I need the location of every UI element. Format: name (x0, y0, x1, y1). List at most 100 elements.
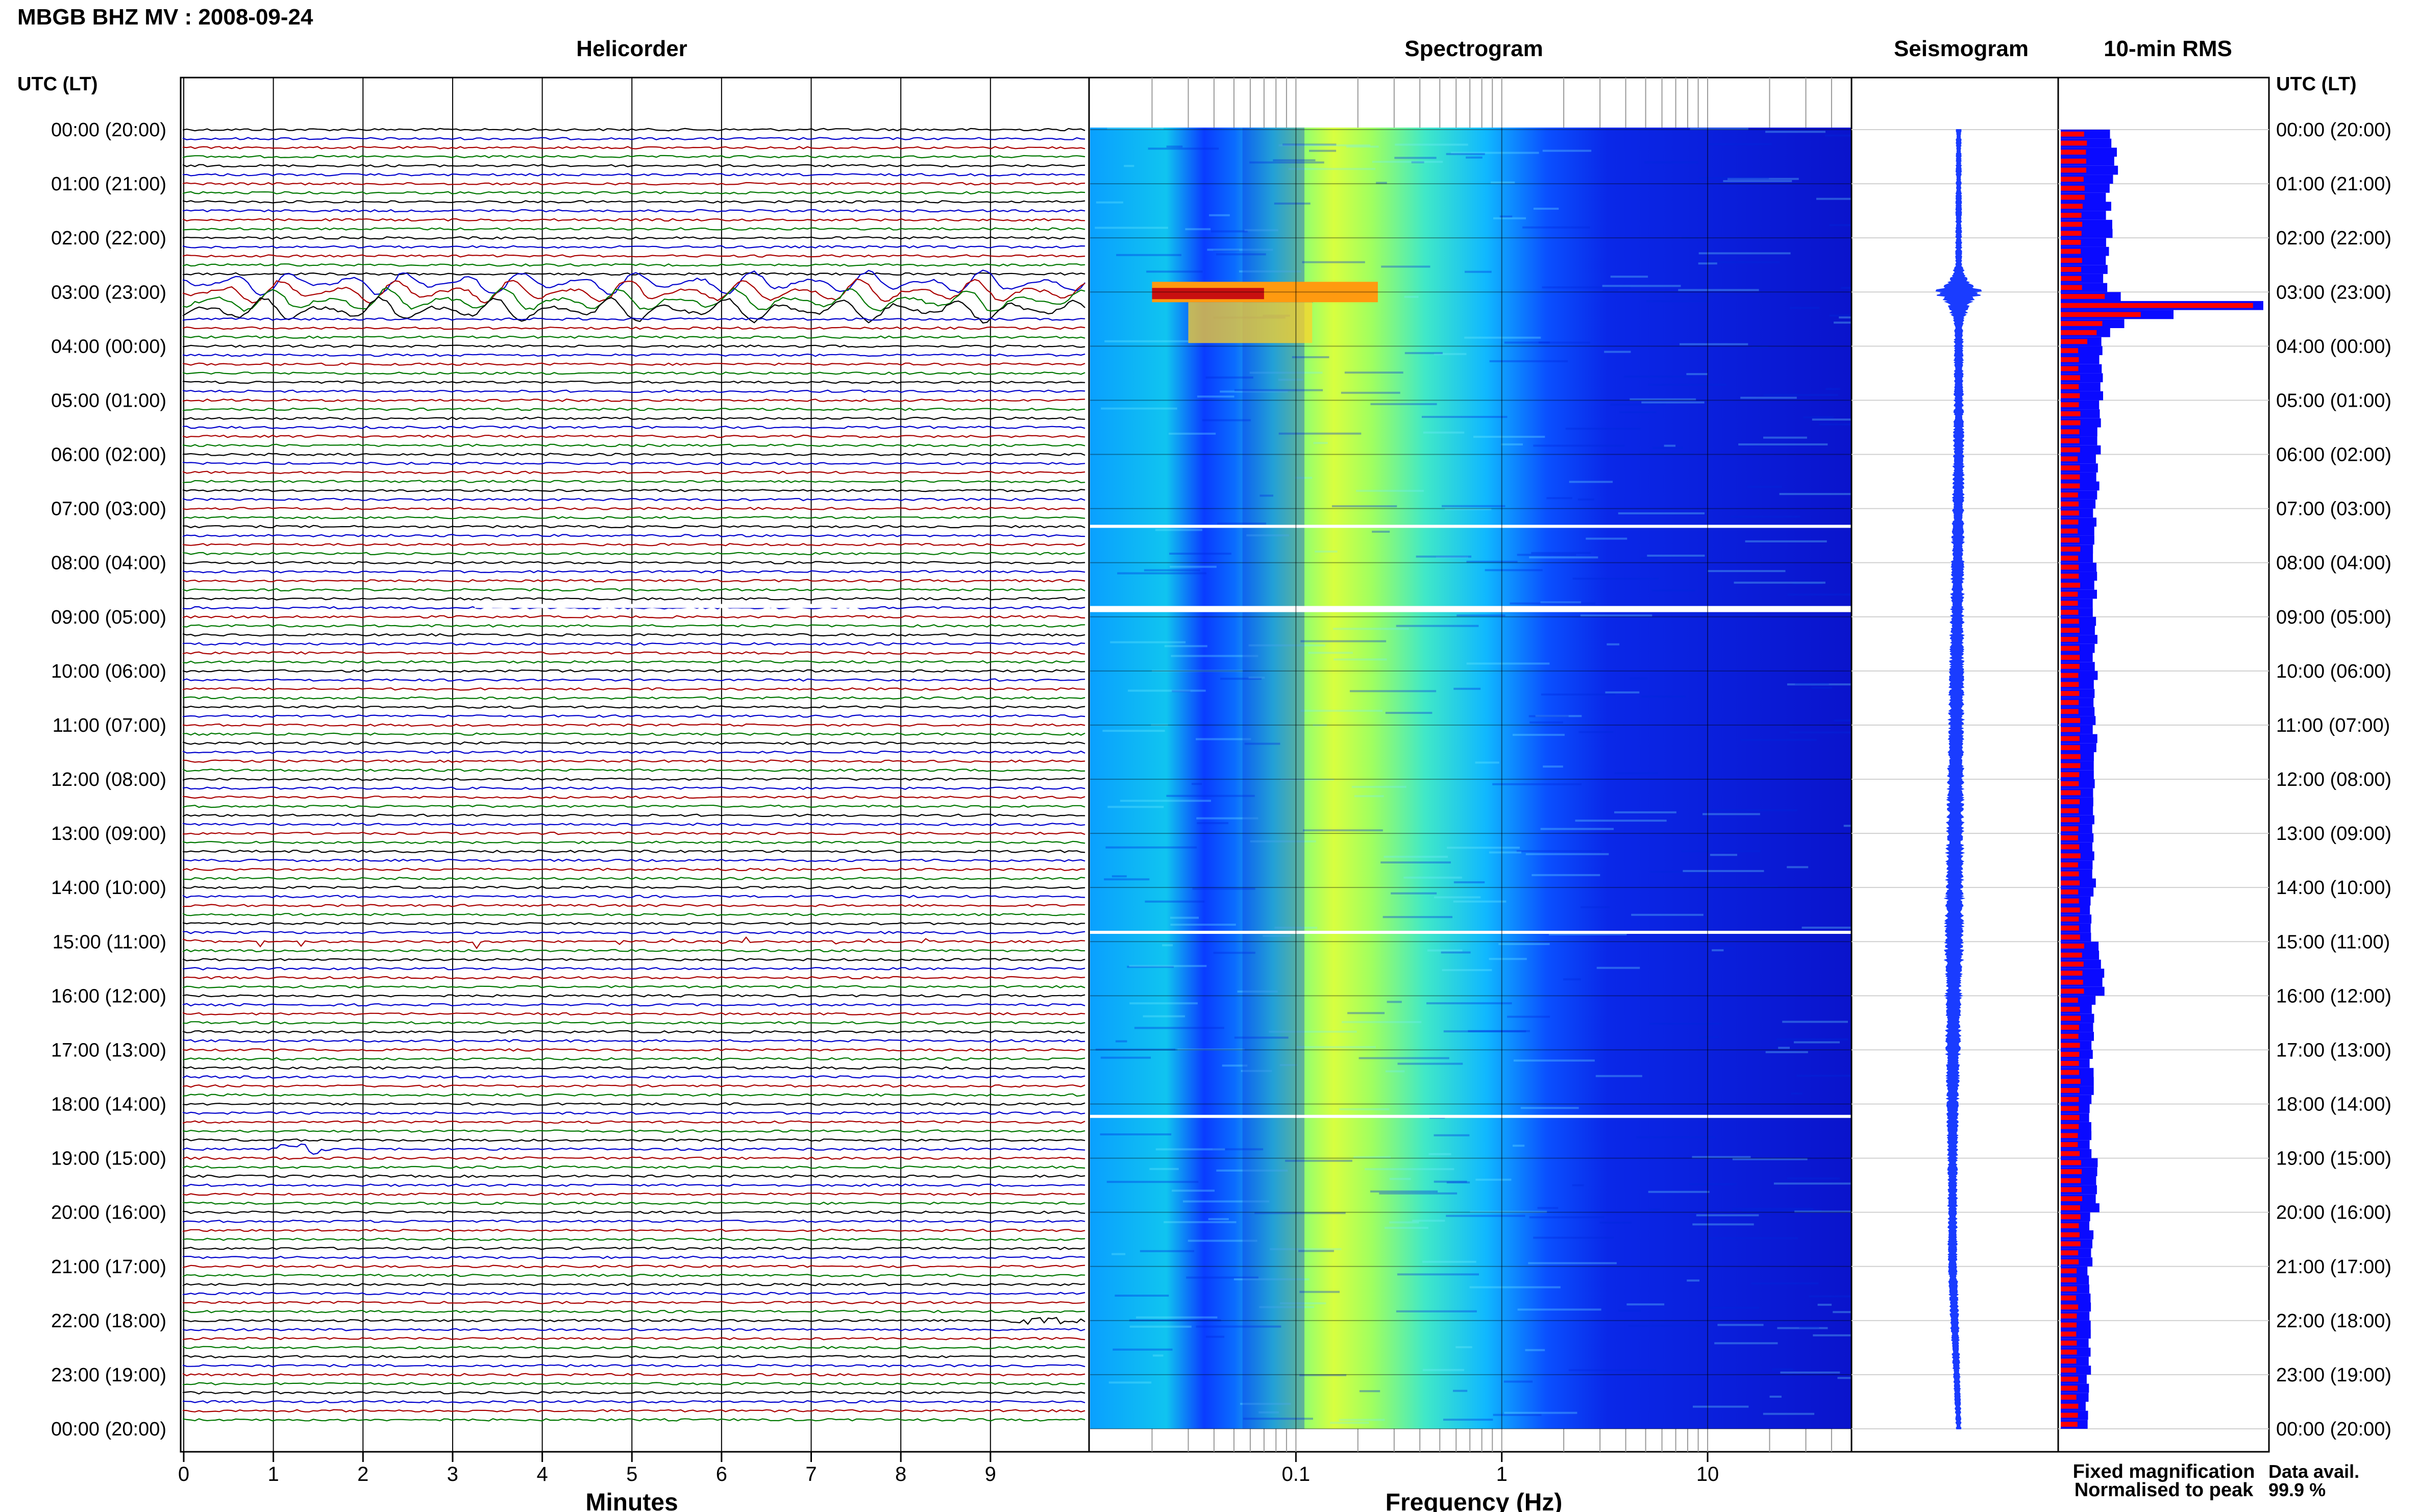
spectrogram-streak (1292, 356, 1329, 358)
helicorder-trace (182, 1030, 1085, 1034)
helicorder-trace (182, 931, 1085, 934)
spectrogram-streak (1104, 340, 1189, 342)
rms-bar (2061, 186, 2085, 191)
rms-bar (2061, 1341, 2077, 1346)
rms-bar (2061, 682, 2079, 687)
rms-bar (2061, 429, 2080, 434)
spectrogram-streak (1652, 447, 1683, 449)
rms-bar (2061, 1385, 2078, 1391)
time-tick-right: 07:00 (03:00) (2276, 499, 2391, 520)
spectrogram-streak (1721, 947, 1735, 950)
helicorder-trace (182, 236, 1085, 240)
time-tick-left: 08:00 (04:00) (51, 553, 166, 574)
data-avail-label: Data avail. (2268, 1461, 2359, 1482)
spectrogram-streak (1115, 1295, 1169, 1297)
spectrogram-streak (1578, 731, 1614, 733)
rms-bar (2061, 1241, 2081, 1247)
spectrogram-streak (1630, 398, 1696, 401)
helicorder-trace (182, 850, 1085, 853)
spectrogram-streak (1646, 300, 1708, 303)
helicorder-gap (475, 604, 862, 608)
spectrogram-streak (1595, 1075, 1642, 1077)
spectrogram-streak (1216, 253, 1266, 256)
helicorder-traces (182, 128, 1085, 1422)
time-tick-right: 19:00 (15:00) (2276, 1148, 2391, 1170)
spectrogram-streak (1129, 1325, 1192, 1328)
spectrogram-streak (1641, 401, 1705, 404)
spectrogram-streak (1391, 892, 1437, 895)
helicorder-trace (182, 1066, 1085, 1070)
helicorder-trace (182, 1400, 1085, 1404)
helicorder-trace (182, 1228, 1085, 1232)
spectrogram-streak (1680, 611, 1709, 614)
spectrogram-streak (1170, 916, 1199, 919)
rms-bar (2061, 1160, 2081, 1166)
spectrogram-streak (1170, 565, 1217, 568)
spectrogram-streak (1811, 686, 1833, 689)
spectrogram-streak (1129, 1319, 1221, 1322)
spectrogram-streak (1443, 1030, 1526, 1033)
rms-bar (2061, 1277, 2077, 1282)
spectrogram-streak (1466, 560, 1518, 563)
spectrogram-streak (1339, 1108, 1390, 1110)
minute-tick-label: 7 (805, 1463, 817, 1485)
spectrogram-streak (1568, 1369, 1657, 1371)
helicorder-trace (182, 796, 1085, 799)
spectrogram-streak (1533, 1236, 1614, 1239)
spectrogram-streak (1258, 1411, 1279, 1414)
helicorder-trace (182, 200, 1085, 204)
spectrogram-streak (1446, 1214, 1525, 1217)
rms-bar (2061, 1304, 2079, 1310)
rms-bar (2061, 952, 2082, 958)
spectrogram-streak (1213, 249, 1240, 252)
helicorder-trace (182, 1409, 1085, 1413)
rms-bar (2061, 564, 2079, 570)
spectrogram-streak (1644, 161, 1698, 164)
helicorder-trace (182, 1346, 1085, 1350)
spectrogram-streak (1708, 143, 1772, 145)
helicorder-trace (182, 1391, 1085, 1395)
freq-tick-label: 10 (1696, 1463, 1719, 1485)
rms-bar (2061, 1070, 2079, 1075)
spectrogram-low-band (1242, 128, 1305, 1429)
spectrogram-streak (1186, 1276, 1258, 1279)
spectrogram-streak (1155, 529, 1202, 531)
spectrogram-streak (1687, 1279, 1700, 1282)
rms-bar (2061, 1250, 2079, 1255)
spectrogram-streak (1344, 371, 1403, 374)
spectrogram-streak (1732, 1158, 1808, 1160)
spectrogram-streak (1263, 935, 1291, 937)
spectrogram-streak (1468, 1030, 1530, 1032)
spectrogram-streak (1172, 690, 1191, 692)
rms-bar (2061, 330, 2097, 335)
rms-bar (2061, 754, 2081, 759)
minute-tick-label: 1 (268, 1463, 279, 1485)
spectrogram-streak (1353, 1156, 1391, 1158)
spectrogram-streak (1516, 850, 1602, 852)
spectrogram-streak (1299, 1374, 1347, 1376)
time-tick-left: 21:00 (17:00) (51, 1256, 166, 1278)
helicorder-trace (182, 1003, 1085, 1007)
time-tick-left: 10:00 (06:00) (51, 661, 166, 682)
spectrogram-streak (1411, 161, 1424, 163)
rms-bar (2061, 925, 2079, 931)
time-tick-left: 09:00 (05:00) (51, 607, 166, 628)
spectrogram-streak (1765, 1051, 1808, 1053)
spectrogram-streak (1546, 497, 1572, 500)
rms-bar (2061, 393, 2080, 399)
minute-tick-label: 2 (357, 1463, 368, 1485)
rms-bar (2061, 1015, 2081, 1021)
spectrogram-streak (1604, 351, 1631, 353)
spectrogram-streak (1129, 1002, 1198, 1005)
spectrogram-streak (1434, 896, 1481, 899)
spectrogram-streak (1651, 589, 1695, 591)
spectrogram-streak (1640, 557, 1658, 559)
spectrogram-streak (1239, 270, 1301, 272)
rms-bar (2061, 537, 2080, 543)
seismogram-panel (1850, 77, 2059, 1453)
rms-bar (2061, 772, 2080, 777)
spectrogram-streak (1196, 1325, 1281, 1328)
rms-bar (2061, 655, 2080, 660)
spectrogram-streak (1738, 443, 1828, 445)
spectrogram-streak (1710, 854, 1737, 856)
